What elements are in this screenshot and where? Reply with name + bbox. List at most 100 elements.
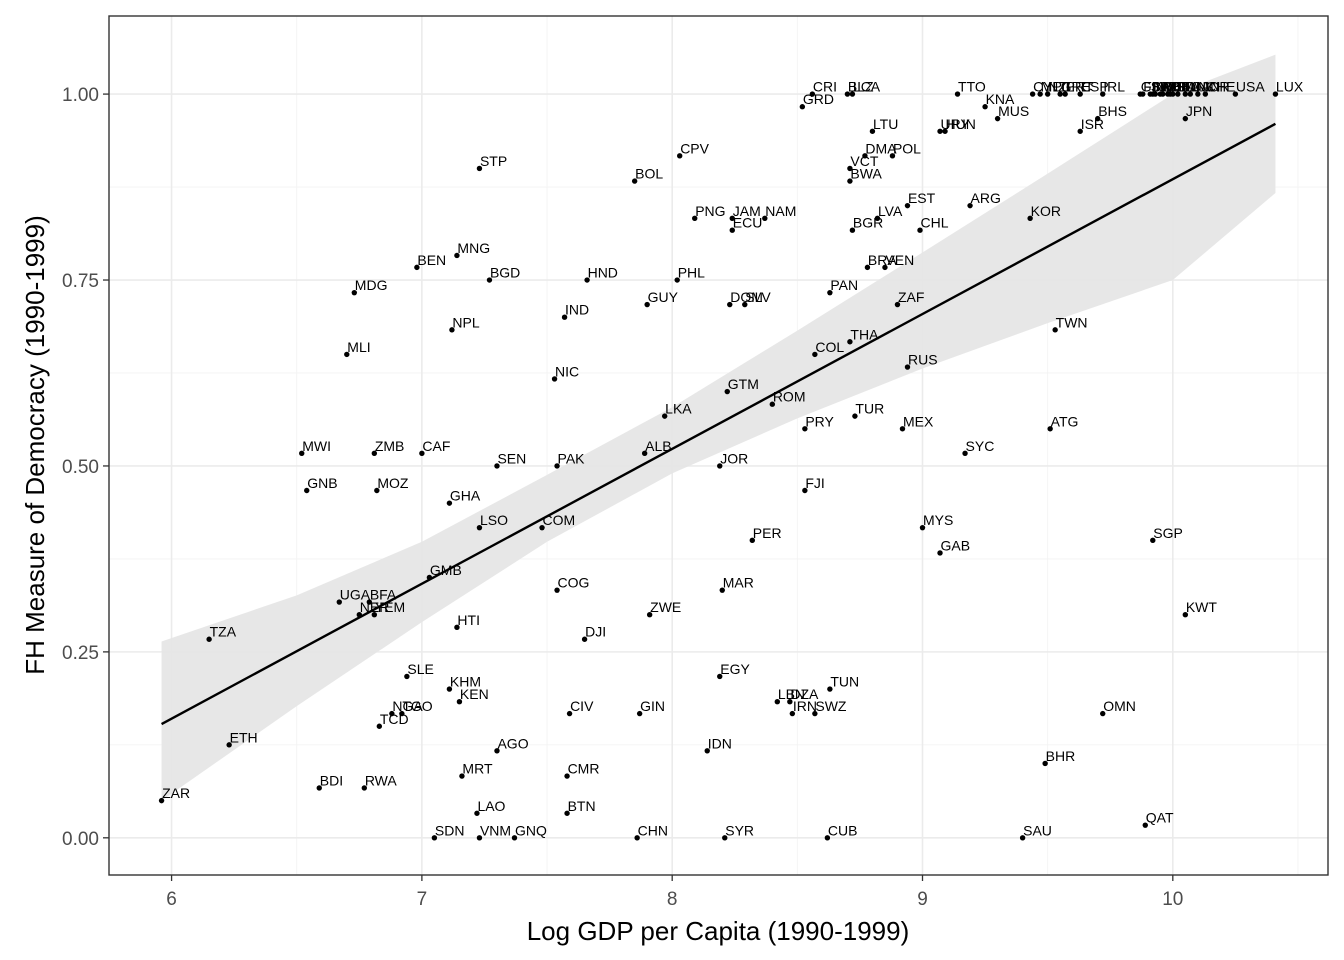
point-label: LVA [878,203,903,219]
data-point [344,351,350,358]
data-point [862,153,868,159]
data-point [967,202,973,209]
data-point [1037,91,1043,97]
data-point [446,686,453,692]
data-point [641,450,648,457]
point-label: LUX [1276,79,1304,95]
data-point [389,710,395,717]
data-point [1044,91,1051,97]
data-point [847,178,853,184]
point-label: ZAF [898,289,924,305]
point-label: YEM [375,599,405,615]
point-label: USA [1236,79,1265,95]
point-label: KWT [1186,599,1218,615]
data-point [644,301,650,308]
data-point [894,301,901,308]
data-point [919,524,926,531]
point-label: CRI [813,79,837,95]
data-point [316,785,322,791]
point-label: TTO [958,79,986,95]
point-label: FIN [1143,79,1166,95]
data-point [889,153,896,159]
y-tick-label: 0.50 [62,457,99,478]
data-point [476,835,483,841]
data-point [844,91,851,97]
point-label: GUY [648,289,679,305]
point-label: SWZ [815,698,847,714]
point-label: NLD [1153,79,1181,95]
data-point [1170,91,1176,97]
point-label: SLV [745,289,771,305]
data-point [827,289,833,296]
data-point [486,277,493,283]
data-point [476,165,483,172]
data-point [937,128,943,134]
point-label: PAK [558,450,586,466]
data-point [809,91,816,97]
data-point [802,487,808,494]
point-label: TCD [380,711,409,727]
data-point [677,153,683,159]
point-label: GNB [307,475,337,491]
y-axis-title: FH Measure of Democracy (1990-1999) [20,215,50,675]
data-point [852,413,858,419]
data-point [554,463,560,469]
x-tick-label: 9 [917,889,928,910]
x-tick-label: 8 [667,889,678,910]
point-label: KEN [460,686,489,702]
point-label: NPL [452,314,479,330]
data-point [564,773,570,779]
data-point [419,450,425,457]
data-point [882,264,888,271]
point-label: FJI [805,475,824,491]
data-point [864,264,871,271]
point-label: ZMB [375,438,405,454]
point-label: STP [480,153,507,169]
data-point [351,289,358,296]
point-label: CHE [1206,79,1236,95]
data-points [158,91,1279,841]
point-label: DOM [730,289,763,305]
point-label: CYP [1033,79,1062,95]
x-tick-label: 7 [417,889,428,910]
point-label: BEL [1163,79,1190,95]
point-label: SGP [1153,525,1183,541]
point-label: BFA [370,587,397,603]
data-point [904,364,911,370]
point-label: BEN [417,252,446,268]
data-point [942,128,948,134]
data-point [554,587,560,593]
point-label: NIC [555,363,579,379]
data-point [336,599,342,605]
point-label: IRL [1103,79,1125,95]
data-point [762,215,768,221]
point-label: QAT [1146,810,1174,826]
point-label: NAM [765,203,796,219]
point-label: SYC [966,438,995,454]
point-label: GTM [728,376,759,392]
point-label: CPV [680,140,709,156]
data-point [962,450,968,457]
data-point [847,165,853,172]
point-label: ARG [971,190,1001,206]
data-point [426,574,433,581]
data-point [361,785,368,791]
data-point [724,388,730,395]
data-point [376,723,383,729]
point-label: JPN [1186,103,1212,119]
confidence-ribbon-group [161,54,1276,801]
point-label: COL [815,339,844,355]
data-point [1187,91,1194,97]
data-point [581,636,588,642]
point-label: FRA [1168,79,1197,95]
point-label: IDN [708,735,732,751]
data-point [1077,91,1083,97]
data-point [1272,91,1279,97]
data-point [1077,128,1083,134]
data-point [729,215,735,221]
data-point [812,710,818,717]
point-label: MLI [347,339,370,355]
data-point [371,450,378,457]
data-point [749,537,755,544]
